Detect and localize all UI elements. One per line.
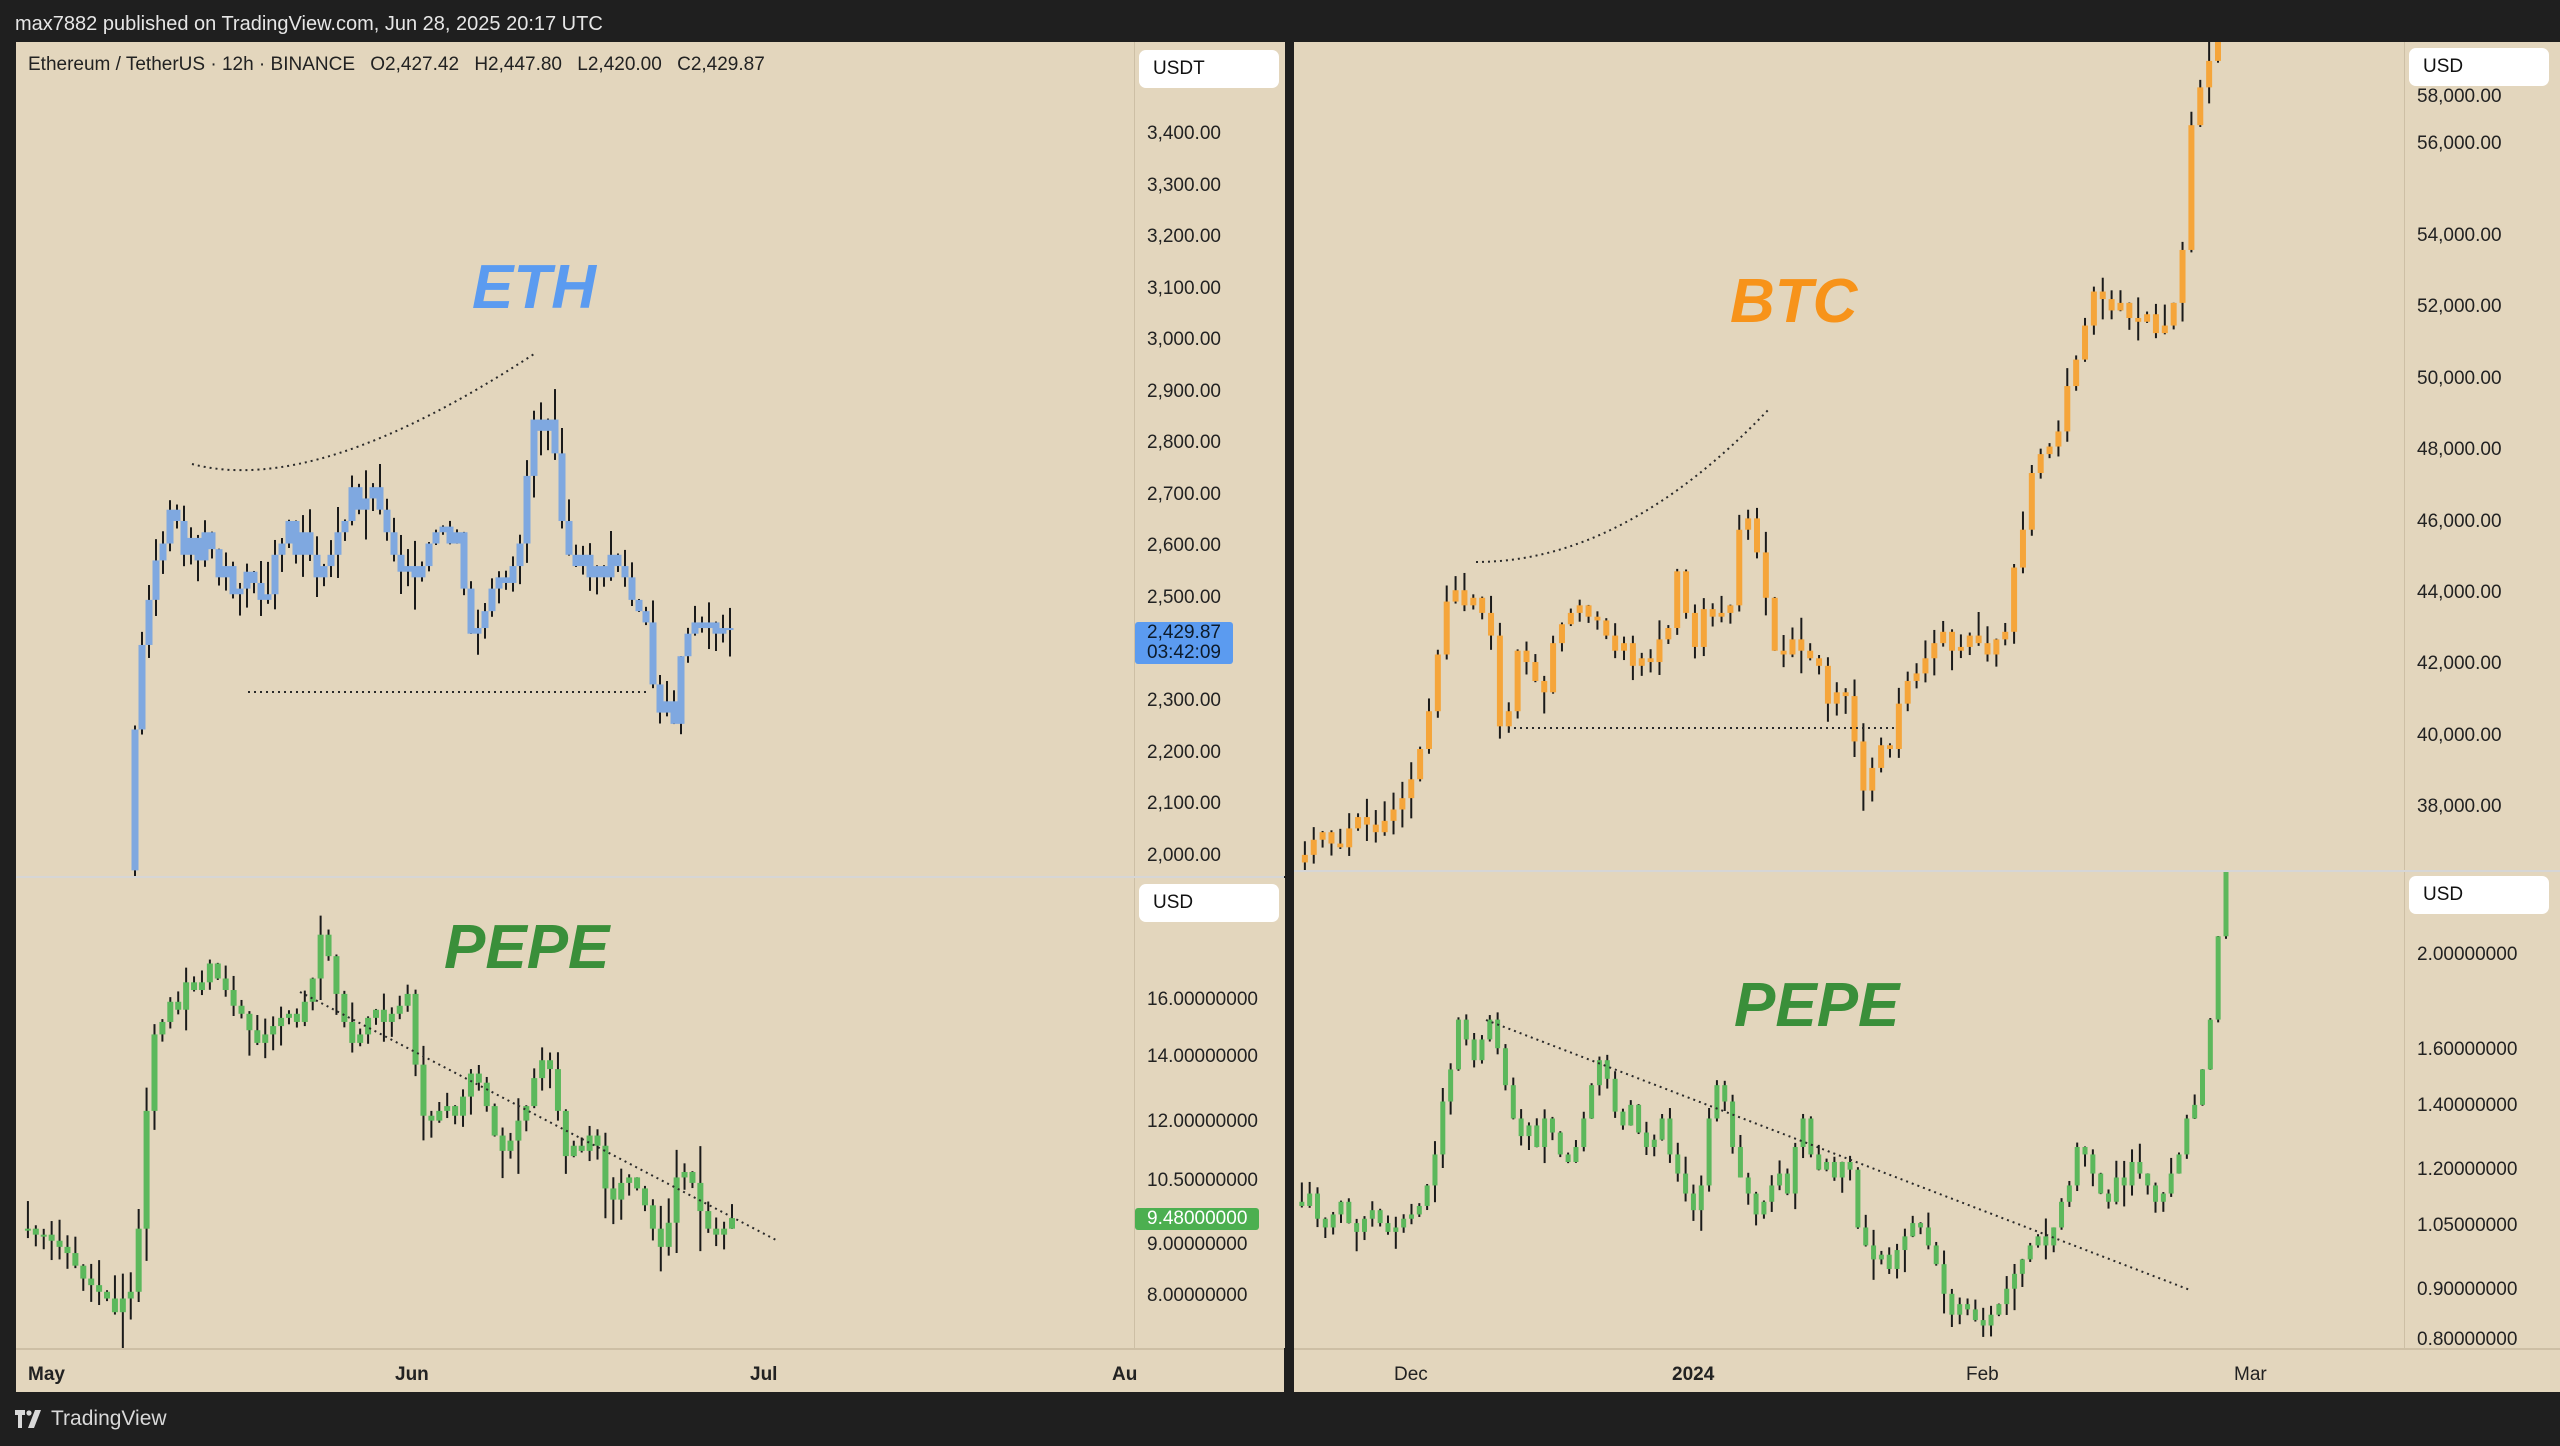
pane-separator-left[interactable] <box>16 876 1284 878</box>
y-tick-label: 1.20000000 <box>2417 1159 2518 1180</box>
eth-bar-countdown: 03:42:09 <box>1147 642 1221 663</box>
y-tick-label: 2,200.00 <box>1147 742 1221 763</box>
symbol-legend: Ethereum / TetherUS · 12h · BINANCE O2,4… <box>28 54 775 76</box>
y-tick-label: 54,000.00 <box>2417 225 2502 246</box>
y-tick-label: 16.00000000 <box>1147 989 1258 1010</box>
y-tick-label: 3,300.00 <box>1147 175 1221 196</box>
x-tick-aug: Au <box>1112 1364 1138 1385</box>
currency-selector-usd[interactable]: USD <box>1139 884 1279 922</box>
y-tick-label: 3,400.00 <box>1147 123 1221 144</box>
y-tick-label: 46,000.00 <box>2417 511 2502 532</box>
y-tick-label: 2,100.00 <box>1147 793 1221 814</box>
y-tick-label: 48,000.00 <box>2417 439 2502 460</box>
publisher-text: max7882 published on TradingView.com, Ju… <box>15 13 603 35</box>
currency-selector-usd-pepe[interactable]: USD <box>2409 876 2549 914</box>
y-tick-label: 2,500.00 <box>1147 587 1221 608</box>
pepe-left-chart-pane[interactable]: PEPE <box>16 878 1134 1348</box>
pepe-right-candles <box>1299 872 2229 1337</box>
x-tick-mar: Mar <box>2234 1364 2267 1385</box>
x-tick-jul: Jul <box>750 1364 778 1385</box>
symbol-name[interactable]: Ethereum / TetherUS · 12h · BINANCE <box>28 54 355 75</box>
y-tick-label: 38,000.00 <box>2417 796 2502 817</box>
btc-chart-pane[interactable]: BTC <box>1294 42 2404 870</box>
pepe-right-price-axis[interactable]: USD 2.00000000 1.60000000 1.40000000 1.2000… <box>2404 872 2560 1350</box>
pepe-left-candles <box>24 915 777 1348</box>
y-tick-label: 56,000.00 <box>2417 133 2502 154</box>
eth-last-price: 2,429.87 <box>1147 622 1221 643</box>
y-tick-label: 1.40000000 <box>2417 1095 2518 1116</box>
left-time-axis[interactable]: May Jun Jul Au <box>16 1348 1284 1392</box>
x-tick-feb: Feb <box>1966 1364 1999 1385</box>
btc-price-axis[interactable]: USD 58,000.00 56,000.00 54,000.00 52,000.00… <box>2404 42 2560 870</box>
pepe-left-price-axis[interactable]: USD 16.00000000 14.00000000 12.00000000 10.… <box>1134 878 1285 1348</box>
y-tick-label: 3,000.00 <box>1147 329 1221 350</box>
currency-selector-usdt[interactable]: USDT <box>1139 50 1279 88</box>
ohlc-close: C2,429.87 <box>677 54 765 75</box>
y-tick-label: 2,000.00 <box>1147 845 1221 866</box>
pepe-last-price: 9.48000000 <box>1147 1208 1248 1229</box>
ohlc-open: O2,427.42 <box>370 54 460 75</box>
y-tick-label: 2,300.00 <box>1147 690 1221 711</box>
btc-candles <box>1301 42 2221 870</box>
tradingview-brand-text: TradingView <box>51 1407 167 1430</box>
x-tick-2024: 2024 <box>1672 1364 1715 1385</box>
y-tick-label: 2,700.00 <box>1147 484 1221 505</box>
y-tick-label: 9.00000000 <box>1147 1234 1248 1255</box>
y-tick-label: 3,200.00 <box>1147 226 1221 247</box>
y-tick-label: 2,800.00 <box>1147 432 1221 453</box>
y-tick-label: 42,000.00 <box>2417 653 2502 674</box>
y-tick-label: 1.05000000 <box>2417 1215 2518 1236</box>
footer-bar: TradingView <box>0 1392 2560 1446</box>
ohlc-low: L2,420.00 <box>577 54 662 75</box>
pepe-left-label: PEPE <box>444 913 610 982</box>
tradingview-logo-icon <box>15 1410 41 1428</box>
y-tick-label: 1.60000000 <box>2417 1039 2518 1060</box>
right-time-axis[interactable]: Dec 2024 Feb Mar <box>1294 1348 2560 1392</box>
pane-separator-right[interactable] <box>1294 870 2560 872</box>
eth-candles <box>131 353 734 876</box>
x-tick-may: May <box>28 1364 65 1385</box>
eth-last-price-tag: 2,429.87 03:42:09 <box>1135 622 1233 664</box>
y-tick-label: 0.80000000 <box>2417 1329 2518 1350</box>
y-tick-label: 52,000.00 <box>2417 296 2502 317</box>
x-tick-jun: Jun <box>395 1364 429 1385</box>
y-tick-label: 2.00000000 <box>2417 944 2518 965</box>
pepe-last-price-tag: 9.48000000 <box>1135 1208 1260 1230</box>
y-tick-label: 10.50000000 <box>1147 1170 1258 1191</box>
ohlc-high: H2,447.80 <box>474 54 562 75</box>
pepe-right-chart-pane[interactable]: PEPE <box>1294 872 2404 1348</box>
publisher-bar: max7882 published on TradingView.com, Ju… <box>0 0 2560 42</box>
y-tick-label: 44,000.00 <box>2417 582 2502 603</box>
x-tick-dec: Dec <box>1394 1364 1428 1385</box>
tradingview-brand[interactable]: TradingView <box>15 1407 167 1431</box>
y-tick-label: 40,000.00 <box>2417 725 2502 746</box>
btc-label: BTC <box>1730 267 1858 336</box>
y-tick-label: 8.00000000 <box>1147 1285 1248 1306</box>
y-tick-label: 2,600.00 <box>1147 535 1221 556</box>
pepe-right-label: PEPE <box>1734 971 1900 1040</box>
y-tick-label: 50,000.00 <box>2417 368 2502 389</box>
eth-price-axis[interactable]: USDT 3,400.00 3,300.00 3,200.00 3,100.00 3,0… <box>1134 42 1285 876</box>
y-tick-label: 12.00000000 <box>1147 1111 1258 1132</box>
currency-selector-usd-btc[interactable]: USD <box>2409 48 2549 86</box>
y-tick-label: 2,900.00 <box>1147 381 1221 402</box>
y-tick-label: 58,000.00 <box>2417 86 2502 107</box>
y-tick-label: 3,100.00 <box>1147 278 1221 299</box>
eth-chart-pane[interactable]: Ethereum / TetherUS · 12h · BINANCE O2,4… <box>16 42 1134 876</box>
y-tick-label: 14.00000000 <box>1147 1046 1258 1067</box>
y-tick-label: 0.90000000 <box>2417 1279 2518 1300</box>
eth-label: ETH <box>472 253 596 322</box>
